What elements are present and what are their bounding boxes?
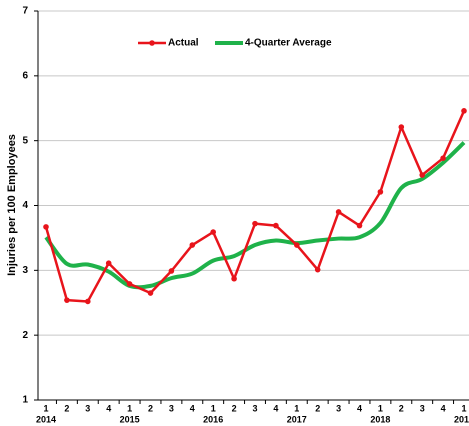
y-tick-label: 7 [22,6,28,17]
x-group-label: 2017 [287,414,307,424]
x-tick-label: 2 [399,403,404,413]
x-tick-label: 2 [232,403,237,413]
point [440,155,446,161]
x-tick-label: 3 [252,403,257,413]
x-tick-label: 4 [273,403,278,413]
x-tick-label: 2 [64,403,69,413]
point [168,268,175,274]
x-group-label: 2016 [203,414,223,424]
point [147,290,154,296]
x-tick-label: 4 [441,403,446,413]
point [43,224,49,230]
y-tick-label: 3 [22,265,28,276]
series-line [44,141,466,290]
y-tick-label: 4 [22,200,28,211]
y-axis-label: Injuries per 100 Employees [6,134,18,276]
x-group-label: 2015 [120,414,140,424]
point [126,281,133,287]
point [252,220,258,227]
point [273,222,279,229]
point [210,229,216,235]
point [461,108,467,114]
point [335,209,342,215]
y-tick-label: 5 [22,135,28,146]
x-tick-label: 3 [420,403,425,413]
point [64,297,70,303]
x-tick-label: 4 [106,403,111,413]
point [294,242,300,248]
legend-label: Actual [168,38,199,49]
point [231,275,237,282]
point [189,242,196,248]
point [314,266,321,273]
legend-marker [149,40,155,46]
point [356,222,363,229]
legend-label: 4-Quarter Average [245,38,332,49]
x-tick-label: 1 [127,403,132,413]
y-tick-label: 6 [22,70,28,81]
point [377,189,384,195]
x-group-label: 2018 [370,414,390,424]
x-group-label: 2014 [36,414,56,424]
x-tick-label: 2 [148,403,153,413]
point [398,124,405,130]
x-tick-label: 1 [294,403,299,413]
point [85,298,91,305]
x-tick-label: 2 [315,403,320,413]
x-tick-label: 1 [461,403,466,413]
y-tick-label: 2 [22,330,28,341]
point [105,260,112,267]
y-tick-label: 1 [22,395,28,406]
x-tick-label: 4 [190,403,195,413]
x-tick-label: 1 [378,403,383,413]
x-tick-label: 3 [169,403,174,413]
x-tick-label: 1 [211,403,216,413]
x-tick-label: 4 [357,403,362,413]
point [419,172,426,178]
x-group-label: 2019 [454,414,469,424]
x-tick-label: 3 [85,403,90,413]
x-tick-label: 3 [336,403,341,413]
x-tick-label: 1 [43,403,48,413]
